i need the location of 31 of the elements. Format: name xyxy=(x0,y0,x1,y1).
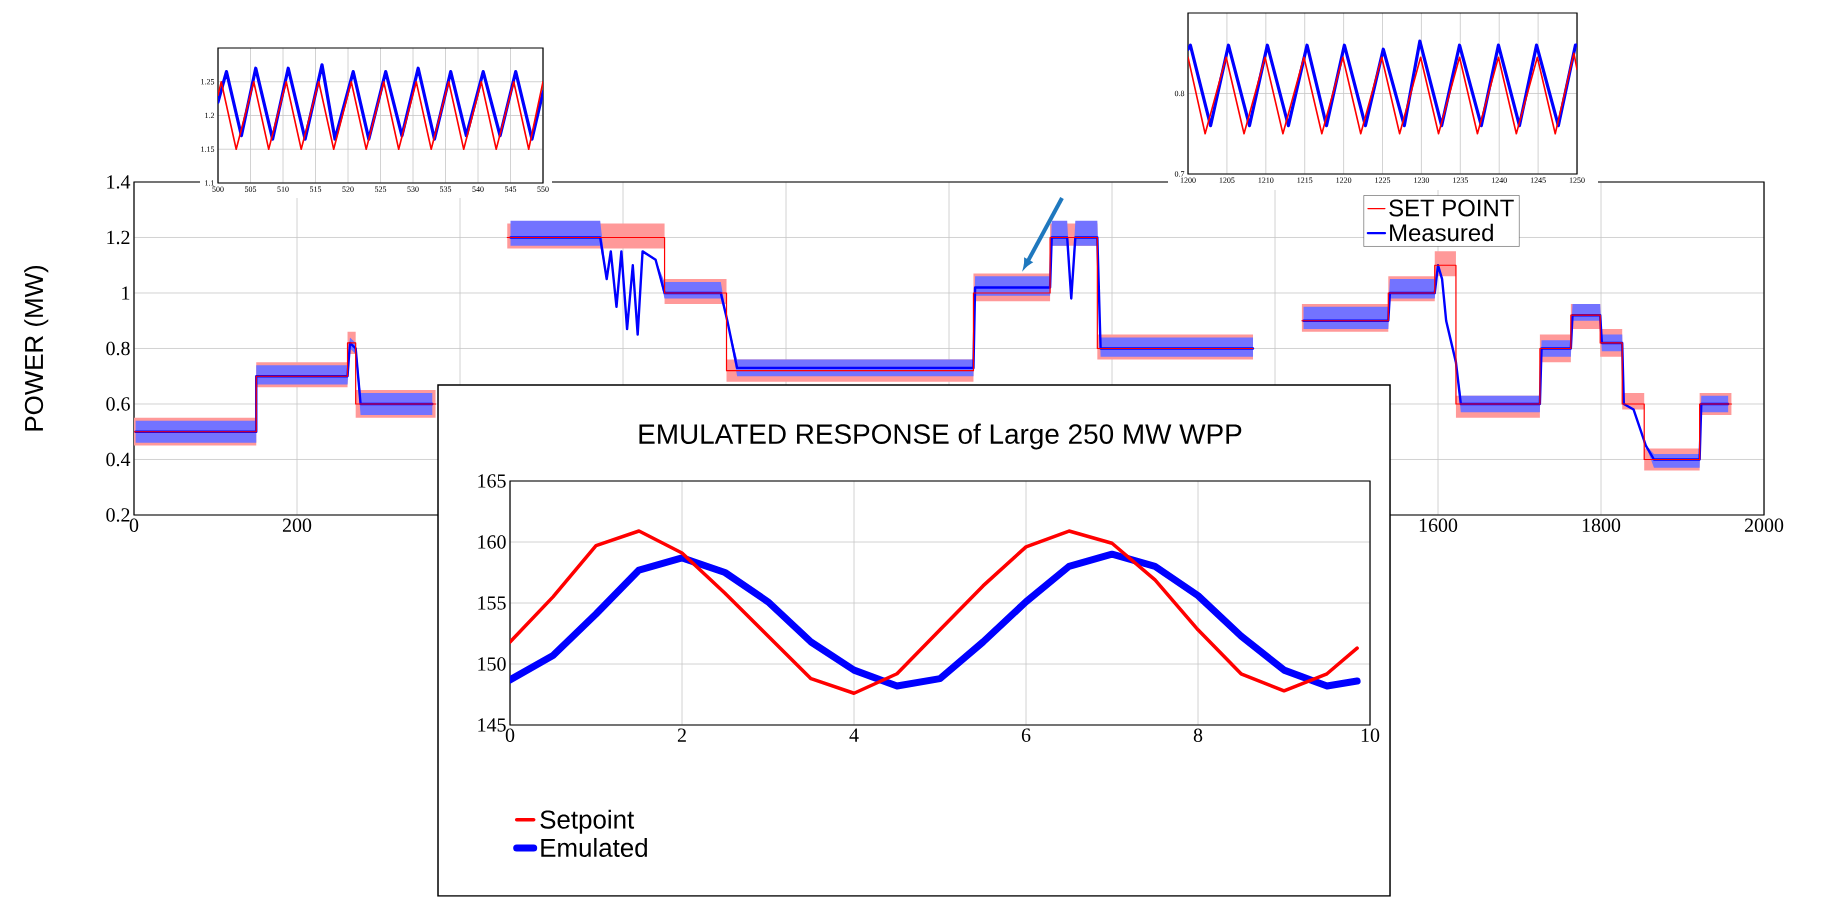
x-tick-label: 1600 xyxy=(1419,518,1458,533)
x-tick-label: 6 xyxy=(1021,728,1031,743)
x-tick-label: 4 xyxy=(849,728,859,742)
y-tick-label: 160 xyxy=(478,535,506,549)
legend-label: SET POINT xyxy=(1389,199,1514,217)
y-tick-label: 0.2 xyxy=(106,508,130,522)
x-tick-label: 0 xyxy=(129,518,139,533)
y-tick-label: 1.4 xyxy=(107,175,131,189)
y-tick-label: 145 xyxy=(478,718,506,732)
x-tick-label: 8 xyxy=(1193,728,1203,743)
x-tick-label: 1800 xyxy=(1582,518,1621,533)
legend-label: Measured xyxy=(1390,223,1493,242)
legend-label: Emulated xyxy=(541,838,647,858)
y-tick-label: 1 xyxy=(122,286,130,300)
x-tick-label: 200 xyxy=(282,518,312,533)
x-tick-label: 2 xyxy=(677,728,686,742)
y-tick-label: 0.6 xyxy=(106,397,130,411)
y-tick-label: 150 xyxy=(478,657,506,671)
y-axis-title: POWER (MW) xyxy=(24,266,49,431)
y-tick-label: 1.2 xyxy=(107,230,130,245)
y-tick-label: 0.8 xyxy=(106,341,130,356)
y-tick-label: 0.4 xyxy=(106,452,131,467)
x-tick-label: 0 xyxy=(505,728,515,743)
x-tick-label: 10 xyxy=(1361,728,1380,743)
x-tick-label: 2000 xyxy=(1744,518,1784,533)
y-tick-label: 165 xyxy=(478,474,506,488)
line-series xyxy=(1188,52,1578,135)
line-series xyxy=(510,529,1359,696)
chart-title: EMULATED RESPONSE of Large 250 MW WPP xyxy=(639,423,1242,450)
legend-label: Setpoint xyxy=(540,809,635,834)
y-tick-label: 155 xyxy=(478,596,506,610)
